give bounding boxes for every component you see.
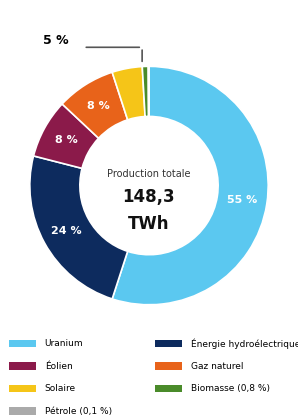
FancyBboxPatch shape xyxy=(9,362,36,370)
Text: 24 %: 24 % xyxy=(51,226,82,236)
FancyBboxPatch shape xyxy=(9,407,36,415)
Text: 8 %: 8 % xyxy=(87,101,110,111)
Text: Gaz naturel: Gaz naturel xyxy=(191,362,243,371)
FancyBboxPatch shape xyxy=(155,385,182,392)
Text: Uranium: Uranium xyxy=(45,339,83,348)
Text: Énergie hydroélectrique: Énergie hydroélectrique xyxy=(191,338,298,349)
Text: 55 %: 55 % xyxy=(227,195,257,205)
Wedge shape xyxy=(34,104,99,168)
Text: Biomasse (0,8 %): Biomasse (0,8 %) xyxy=(191,384,270,393)
Text: Production totale: Production totale xyxy=(107,168,191,178)
Wedge shape xyxy=(62,72,128,138)
Wedge shape xyxy=(142,66,149,116)
Text: 148,3: 148,3 xyxy=(123,188,175,206)
Wedge shape xyxy=(112,66,268,305)
FancyBboxPatch shape xyxy=(155,362,182,370)
FancyBboxPatch shape xyxy=(9,340,36,347)
Text: TWh: TWh xyxy=(128,215,170,233)
Wedge shape xyxy=(30,156,128,299)
Text: Pétrole (0,1 %): Pétrole (0,1 %) xyxy=(45,407,112,416)
Text: 5 %: 5 % xyxy=(43,34,69,47)
Text: Solaire: Solaire xyxy=(45,384,76,393)
FancyBboxPatch shape xyxy=(155,340,182,347)
FancyBboxPatch shape xyxy=(9,385,36,392)
Text: Éolien: Éolien xyxy=(45,362,72,371)
Wedge shape xyxy=(112,67,145,120)
Text: 8 %: 8 % xyxy=(55,135,78,145)
Wedge shape xyxy=(148,66,149,116)
